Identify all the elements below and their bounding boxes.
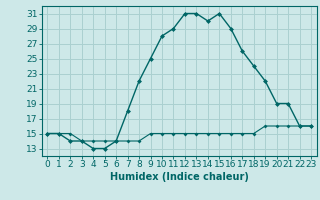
X-axis label: Humidex (Indice chaleur): Humidex (Indice chaleur) xyxy=(110,172,249,182)
